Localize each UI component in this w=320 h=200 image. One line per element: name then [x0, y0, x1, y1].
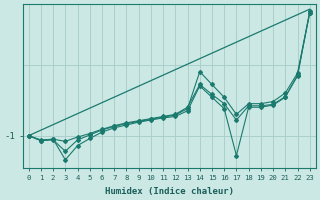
X-axis label: Humidex (Indice chaleur): Humidex (Indice chaleur) — [105, 187, 234, 196]
